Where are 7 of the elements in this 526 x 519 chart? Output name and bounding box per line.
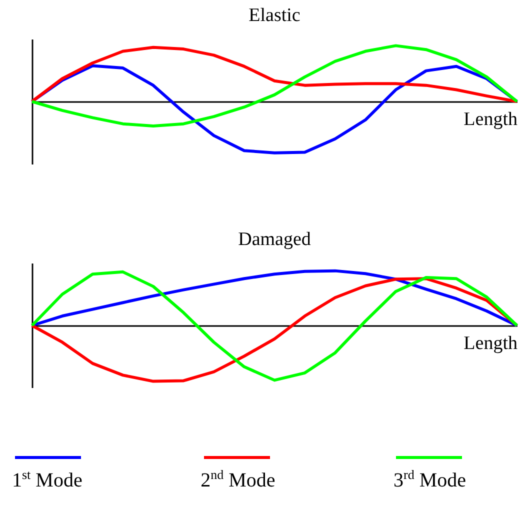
- x-axis-title: Length: [464, 333, 518, 354]
- x-axis-title: Length: [464, 109, 518, 130]
- chart-title: Damaged: [238, 229, 312, 250]
- legend-label: 2$^{nd}$ Mode: [200, 467, 276, 493]
- legend-label: 1$^{st}$ Mode: [12, 467, 82, 493]
- legend-label: 3$^{rd}$ Mode: [393, 467, 466, 493]
- chart-title: Elastic: [248, 5, 300, 26]
